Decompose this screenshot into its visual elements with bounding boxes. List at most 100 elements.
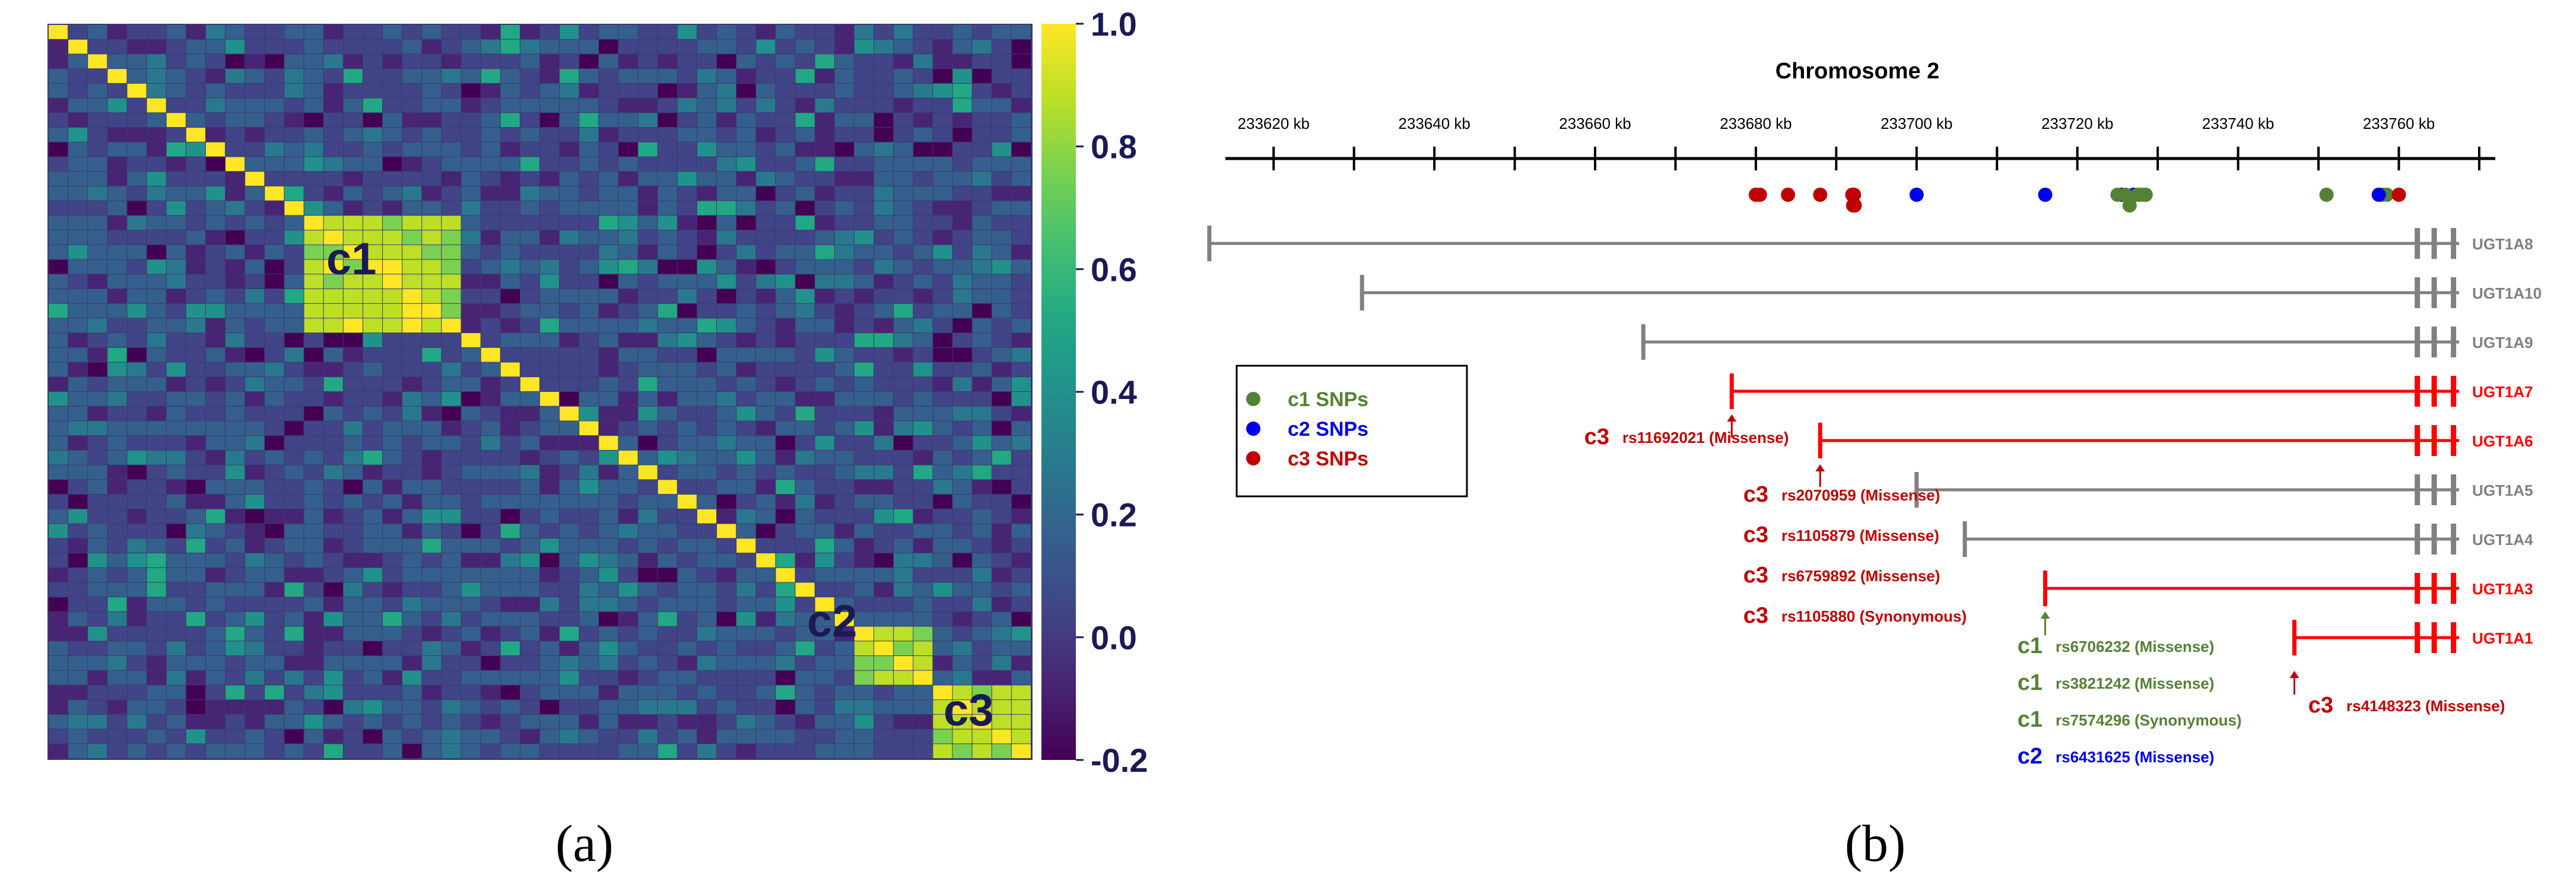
heatmap-cell (205, 259, 225, 274)
heatmap-cell (461, 259, 481, 274)
heatmap-cell (441, 553, 461, 568)
heatmap-cell (68, 186, 88, 201)
heatmap-cell (147, 245, 166, 259)
heatmap-cell (795, 465, 815, 480)
heatmap-cell (225, 714, 245, 729)
heatmap-cell (854, 25, 874, 39)
heatmap-cell (49, 347, 68, 362)
heatmap-cell (894, 655, 913, 670)
heatmap-cell (147, 157, 166, 172)
heatmap-cell (304, 172, 323, 186)
heatmap-cell (186, 54, 205, 69)
heatmap-cell (834, 670, 854, 685)
heatmap-cell (245, 655, 265, 670)
heatmap-cell (834, 465, 854, 480)
heatmap-cell (205, 421, 225, 436)
heatmap-cell (166, 436, 186, 450)
heatmap-cell (520, 700, 539, 714)
heatmap-cell (284, 744, 304, 758)
heatmap-cell (756, 98, 776, 113)
heatmap-cell (205, 289, 225, 303)
heatmap-cell (127, 333, 147, 347)
heatmap-cell (658, 714, 677, 729)
heatmap-cell (697, 54, 717, 69)
heatmap-cell (422, 509, 441, 524)
heatmap-cell (894, 157, 913, 172)
heatmap-cell (736, 303, 756, 318)
heatmap-cell (952, 597, 972, 612)
heatmap-cell (284, 113, 304, 128)
heatmap-cell (127, 69, 147, 83)
heatmap-cell (383, 347, 402, 362)
heatmap-cell (560, 553, 579, 568)
heatmap-cell (776, 39, 795, 54)
heatmap-cell (697, 245, 717, 259)
heatmap-cell (107, 655, 127, 670)
heatmap-cell (49, 700, 68, 714)
heatmap-cell (579, 729, 599, 744)
heatmap-cell (697, 392, 717, 406)
heatmap-cell (540, 729, 560, 744)
heatmap-cell (265, 524, 284, 538)
heatmap-cell (834, 450, 854, 465)
heatmap-cell (402, 201, 422, 216)
heatmap-cell (756, 347, 776, 362)
heatmap-cell (579, 289, 599, 303)
heatmap-cell (245, 362, 265, 377)
heatmap-cell (363, 289, 383, 303)
heatmap-cell (736, 685, 756, 700)
heatmap-cell (677, 69, 697, 83)
heatmap-cell (952, 172, 972, 186)
heatmap-cell (166, 509, 186, 524)
heatmap-cell (618, 216, 638, 230)
heatmap-cell (323, 201, 343, 216)
heatmap-cell (205, 524, 225, 538)
heatmap-cell (913, 436, 933, 450)
snp-annotation: c3 rs4148323 (Missense) (2308, 693, 2505, 718)
legend-item-c1: c1 SNPs (1246, 388, 1368, 411)
heatmap-cell (284, 362, 304, 377)
heatmap-cell (323, 450, 343, 465)
heatmap-cell (402, 670, 422, 685)
heatmap-cell (560, 406, 579, 421)
heatmap-cell (166, 714, 186, 729)
heatmap-cell (540, 568, 560, 582)
heatmap-cell (481, 216, 500, 230)
heatmap-cell (186, 670, 205, 685)
heatmap-cell (68, 670, 88, 685)
heatmap-cell (186, 157, 205, 172)
heatmap-cell (677, 259, 697, 274)
heatmap-cell (736, 201, 756, 216)
heatmap-cell (952, 54, 972, 69)
heatmap-cell (500, 612, 520, 626)
heatmap-cell (933, 729, 952, 744)
heatmap-cell (147, 289, 166, 303)
heatmap-cell (776, 113, 795, 128)
heatmap-cell (441, 568, 461, 582)
heatmap-cell (68, 39, 88, 54)
heatmap-cell (127, 582, 147, 597)
heatmap-cell (520, 685, 539, 700)
heatmap-cell (166, 172, 186, 186)
heatmap-cell (225, 303, 245, 318)
heatmap-cell (815, 98, 834, 113)
heatmap-cell (68, 377, 88, 391)
heatmap-cell (107, 538, 127, 553)
heatmap-cell (638, 69, 658, 83)
heatmap-cell (147, 480, 166, 495)
heatmap-cell (481, 582, 500, 597)
heatmap-cell (579, 230, 599, 245)
heatmap-cell (874, 333, 894, 347)
heatmap-cell (913, 377, 933, 391)
heatmap-cell (677, 142, 697, 157)
heatmap-cell (49, 69, 68, 83)
heatmap-cell (1011, 465, 1031, 480)
heatmap-cell (1011, 612, 1031, 626)
heatmap-cell (284, 289, 304, 303)
heatmap-cell (874, 69, 894, 83)
heatmap-cell (913, 333, 933, 347)
heatmap-cell (225, 333, 245, 347)
heatmap-cell (304, 39, 323, 54)
heatmap-cell (500, 83, 520, 98)
heatmap-cell (540, 259, 560, 274)
